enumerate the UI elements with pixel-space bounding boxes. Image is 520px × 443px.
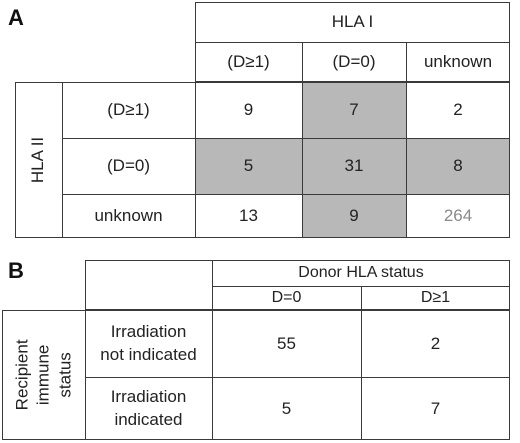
panel-b-label: B bbox=[8, 258, 24, 283]
shade-row-2 bbox=[195, 138, 510, 194]
value-r1-c1: 9 bbox=[243, 100, 254, 119]
row-header-d-0: (D=0) bbox=[107, 156, 150, 175]
col-header-b-d-0: D=0 bbox=[271, 289, 302, 306]
panel-a-label: A bbox=[8, 5, 24, 30]
value-b-r1-c1: 55 bbox=[277, 333, 296, 353]
row-header-unknown: unknown bbox=[94, 206, 163, 225]
panel-b-body-box bbox=[2, 310, 510, 440]
col-header-d-ge1: (D≥1) bbox=[227, 52, 270, 71]
col-group-donor-hla: Donor HLA status bbox=[298, 264, 424, 281]
row-header-d-ge1: (D≥1) bbox=[107, 100, 150, 119]
row-group-hla2: HLA II bbox=[28, 136, 48, 184]
row-group-recipient: Recipient immune status bbox=[12, 339, 75, 411]
value-r1-c2: 7 bbox=[349, 100, 359, 119]
panel-b-header-box bbox=[85, 260, 510, 310]
value-r2-c1: 5 bbox=[243, 156, 254, 175]
value-b-r1-c2: 2 bbox=[430, 333, 441, 353]
col-header-unknown: unknown bbox=[423, 52, 493, 71]
shade-r3-c2 bbox=[302, 194, 406, 238]
value-b-r2-c1: 5 bbox=[281, 398, 292, 418]
value-r3-c3: 264 bbox=[443, 206, 473, 225]
row-header-irradiation-indicated: Irradiation indicated bbox=[110, 387, 187, 429]
value-r1-c3: 2 bbox=[453, 100, 463, 119]
row-header-irradiation-not-indicated: Irradiation not indicated bbox=[100, 322, 197, 364]
col-header-d-0: (D=0) bbox=[332, 52, 376, 71]
value-b-r2-c2: 7 bbox=[430, 398, 441, 418]
panel-a-body-box bbox=[15, 82, 510, 238]
value-r2-c2: 31 bbox=[344, 156, 364, 175]
shade-r1-c2 bbox=[302, 82, 406, 138]
value-r3-c1: 13 bbox=[239, 206, 258, 225]
value-r3-c2: 9 bbox=[349, 206, 359, 225]
col-header-b-d-ge1: D≥1 bbox=[420, 289, 451, 306]
col-group-hla1: HLA I bbox=[331, 12, 374, 31]
value-r2-c3: 8 bbox=[453, 156, 463, 175]
